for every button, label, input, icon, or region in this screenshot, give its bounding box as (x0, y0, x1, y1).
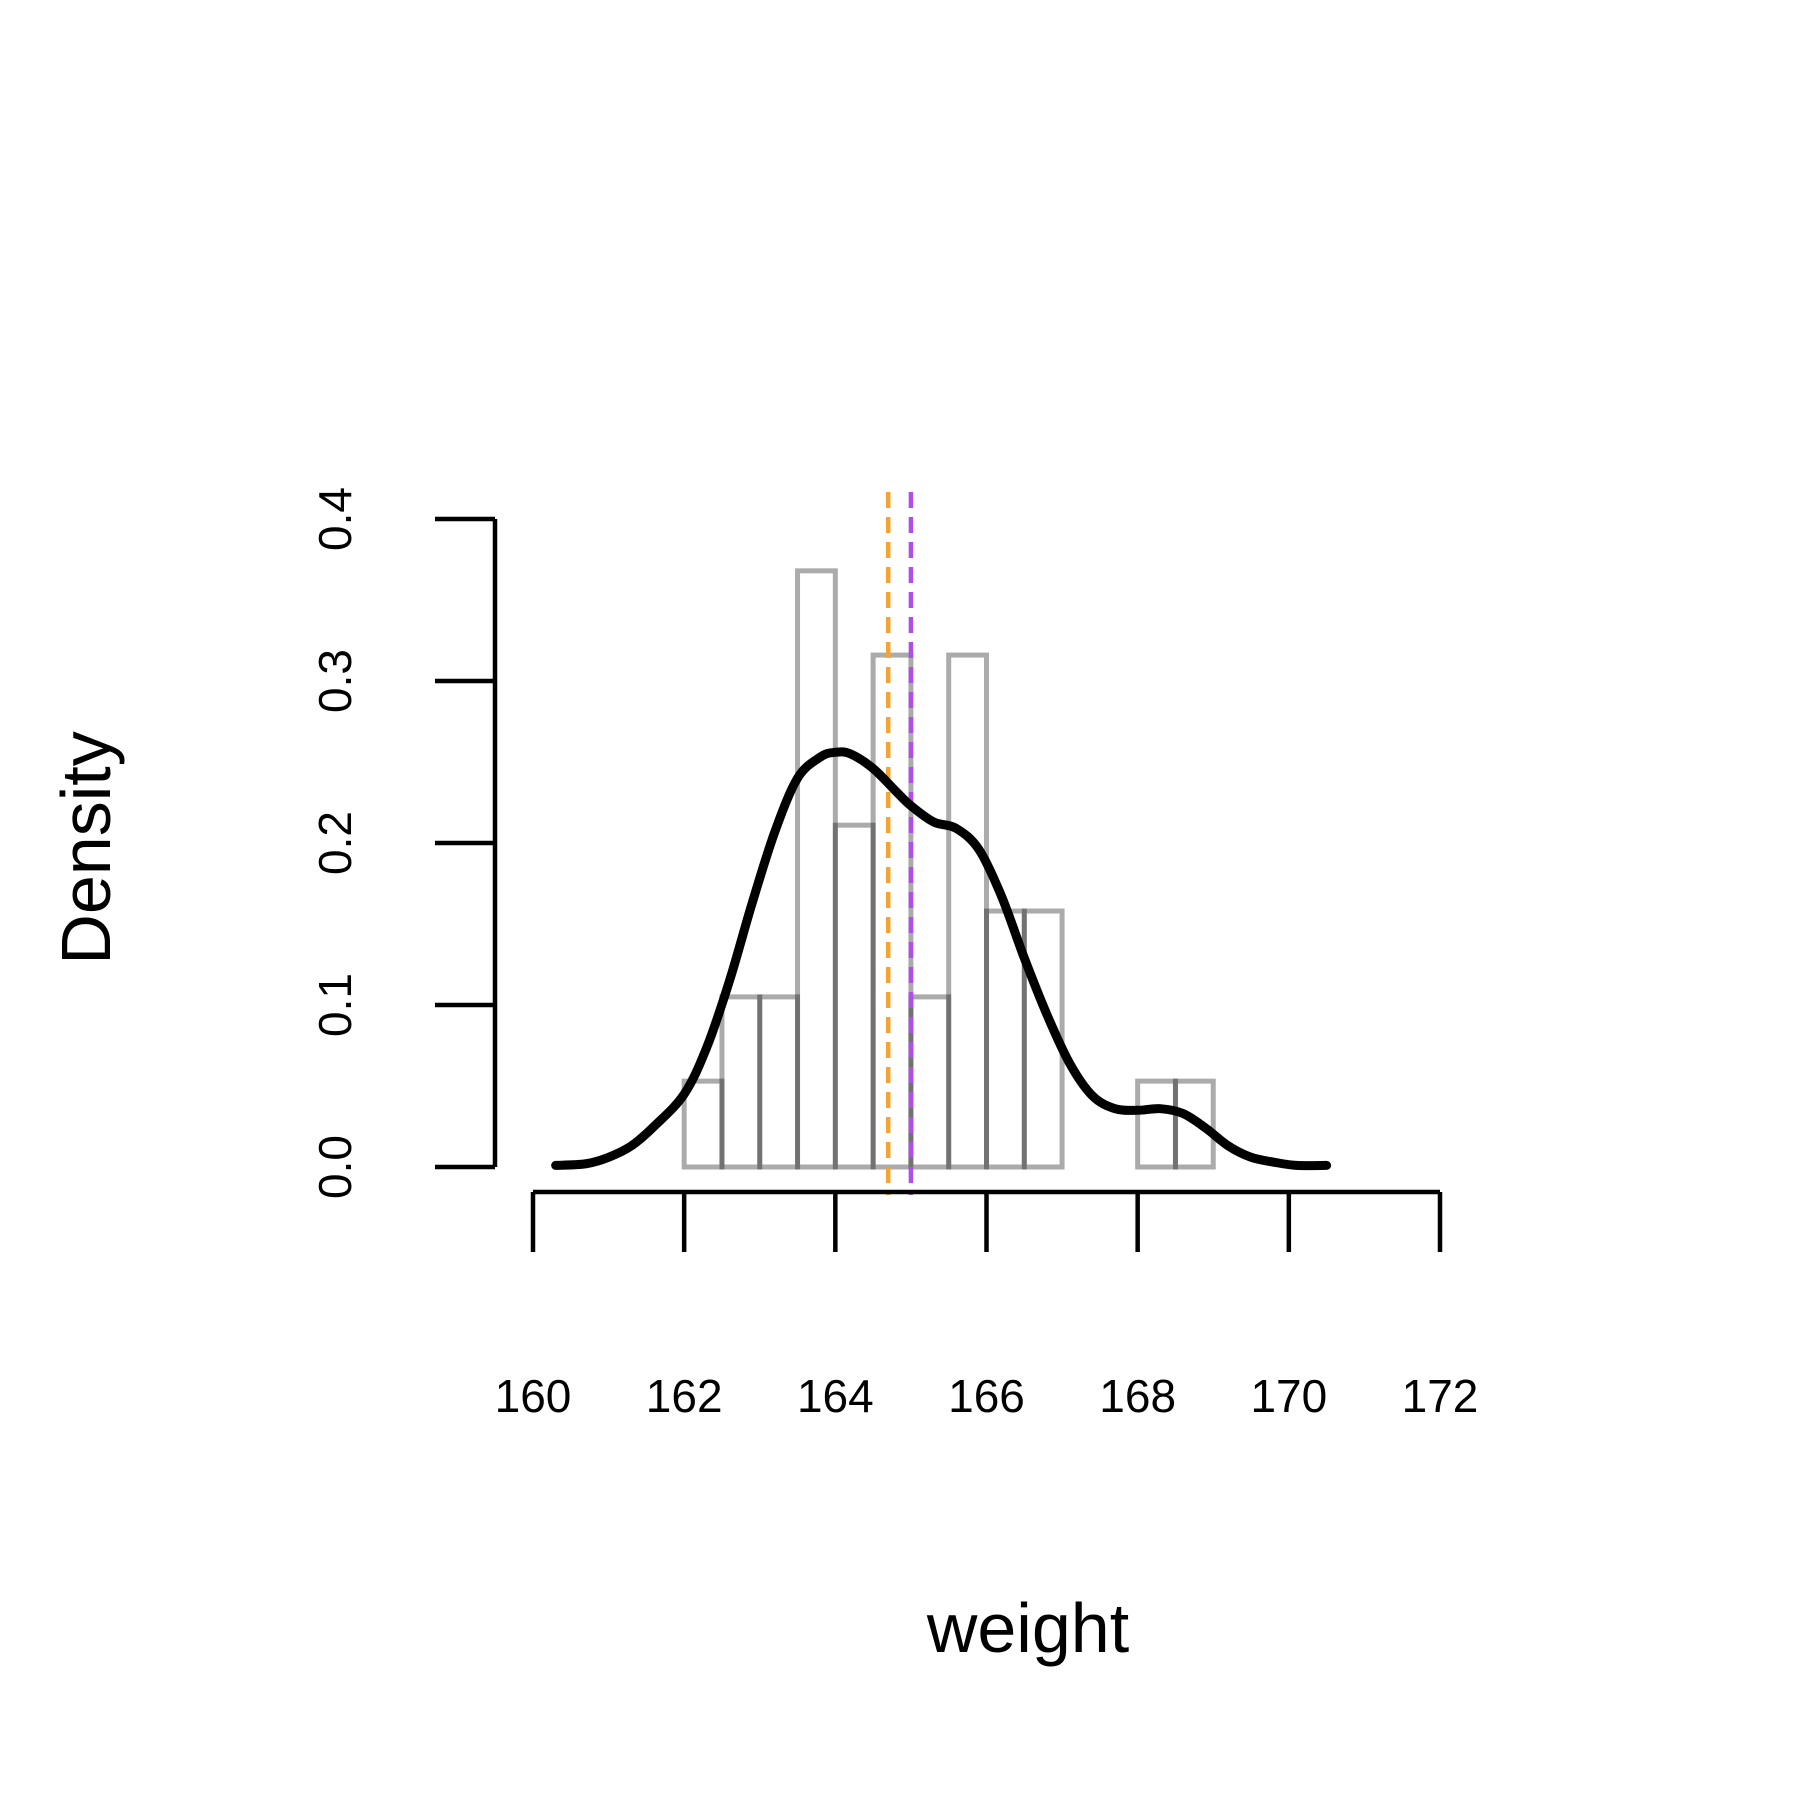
histogram-bar-4 (832, 822, 876, 1170)
y-tick-label: 0.4 (309, 487, 361, 551)
x-tick-label: 172 (1402, 1370, 1479, 1422)
x-tick-label: 166 (948, 1370, 1025, 1422)
histogram-bar-13 (1172, 1078, 1216, 1170)
x-axis: 160 162 164 166 168 170 172 (495, 1189, 1479, 1422)
x-tick-label: 168 (1099, 1370, 1176, 1422)
reference-lines (885, 492, 914, 1195)
histogram-bar-2 (757, 994, 801, 1170)
histogram-bar-1 (719, 994, 763, 1170)
y-axis: 0.0 0.1 0.2 0.3 0.4 (309, 487, 498, 1199)
histogram-bar-5 (870, 652, 914, 1170)
y-tick-label: 0.2 (309, 811, 361, 875)
histogram-bar-7 (946, 652, 989, 1170)
density-curve (551, 747, 1332, 1171)
y-tick-label: 0.3 (309, 649, 361, 713)
histogram-bar-0 (681, 1078, 725, 1170)
histogram-bar-3 (795, 568, 838, 1170)
x-axis-label: weight (926, 1589, 1129, 1667)
x-tick-label: 164 (797, 1370, 874, 1422)
histogram-bar-6 (908, 994, 952, 1170)
y-tick-label: 0.1 (309, 973, 361, 1037)
y-tick-label: 0.0 (309, 1135, 361, 1199)
x-tick-label: 162 (646, 1370, 723, 1422)
x-tick-label: 160 (495, 1370, 572, 1422)
histogram-bar-12 (1135, 1078, 1178, 1170)
y-axis-label: Density (47, 731, 125, 964)
x-tick-label: 170 (1250, 1370, 1327, 1422)
